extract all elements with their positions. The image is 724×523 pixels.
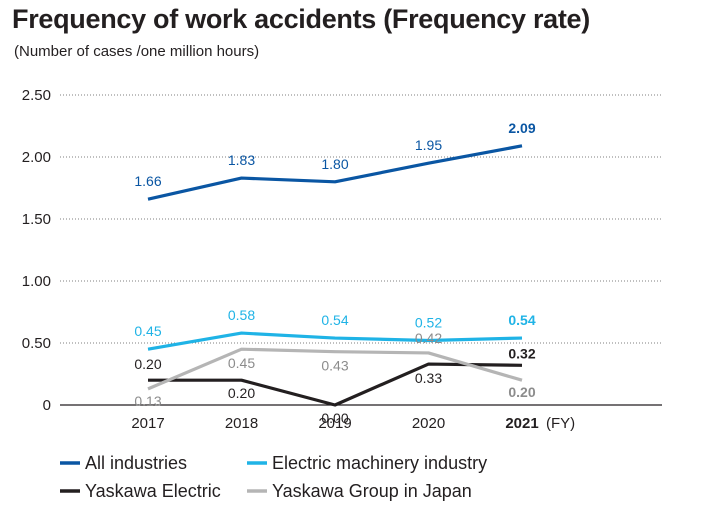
series-group	[147, 144, 523, 407]
data-label: 0.20	[228, 385, 255, 401]
data-label: 1.80	[321, 156, 348, 172]
y-tick-label: 1.00	[22, 273, 51, 290]
x-tick-label: 2021	[505, 415, 538, 432]
series-line-0	[147, 144, 523, 201]
legend: All industries Electric machinery industr…	[60, 453, 487, 501]
y-tick-label: 0.50	[22, 335, 51, 352]
data-label: 0.20	[134, 356, 161, 372]
legend-label: Electric machinery industry	[272, 453, 487, 473]
data-label: 0.52	[415, 315, 442, 331]
chart-title: Frequency of work accidents (Frequency r…	[12, 4, 590, 34]
x-tick-label: 2018	[225, 415, 258, 432]
legend-label: Yaskawa Group in Japan	[272, 481, 472, 501]
data-label: 0.54	[508, 312, 535, 328]
data-label: 0.58	[228, 307, 255, 323]
data-label: 0.13	[134, 393, 161, 409]
data-label: 2.09	[508, 120, 535, 136]
series-line-3	[147, 347, 523, 391]
data-label: 0.45	[228, 355, 255, 371]
series-line-1	[147, 331, 523, 351]
data-label: 0.42	[415, 330, 442, 346]
data-label: 1.66	[134, 173, 161, 189]
grid	[60, 94, 662, 344]
data-label: 1.83	[228, 152, 255, 168]
data-label: 1.95	[415, 137, 442, 153]
data-label: 0.00	[321, 410, 348, 426]
y-tick-label: 2.50	[22, 87, 51, 104]
x-tick-label: 2019	[318, 415, 351, 432]
legend-label: Yaskawa Electric	[85, 481, 221, 501]
chart-subtitle: (Number of cases /one million hours)	[14, 43, 260, 60]
x-axis-unit: (FY)	[546, 415, 575, 432]
data-label: 0.32	[508, 345, 535, 361]
data-label: 0.43	[321, 358, 348, 374]
y-axis-ticks: 2.50 2.00 1.50 1.00 0.50 0	[22, 87, 51, 414]
series-line-2	[148, 362, 523, 407]
x-tick-label: 2020	[412, 415, 445, 432]
data-label: 0.45	[134, 323, 161, 339]
data-label: 0.54	[321, 312, 348, 328]
y-tick-label: 0	[43, 397, 51, 414]
y-tick-label: 1.50	[22, 211, 51, 228]
x-axis: 2017 2018 2019 2020 2021 (FY)	[60, 404, 662, 432]
data-labels: 1.66 1.83 1.80 1.95 2.09 0.45 0.58 0.54 0.52 0.54…	[134, 120, 535, 426]
data-label: 0.33	[415, 370, 442, 386]
x-tick-label: 2017	[131, 415, 164, 432]
y-tick-label: 2.00	[22, 149, 51, 166]
data-label: 0.20	[508, 384, 535, 400]
legend-label: All industries	[85, 453, 187, 473]
